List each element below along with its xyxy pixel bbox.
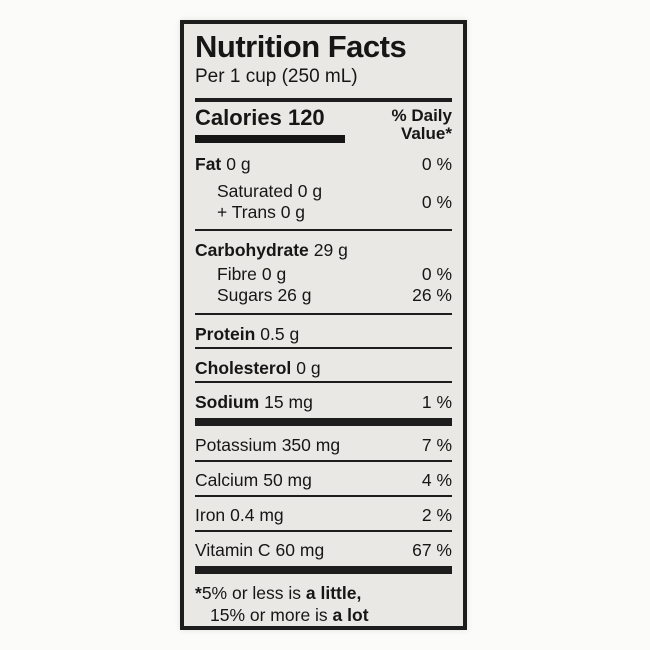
divider [195, 313, 452, 315]
iron-label: Iron 0.4 mg [195, 505, 284, 526]
footnote-line1-bold: a little, [305, 583, 362, 603]
footnote-line2-bold: a lot [332, 605, 369, 625]
sugars-name: Sugars [217, 285, 273, 305]
thick-divider [195, 566, 452, 574]
sodium-name: Sodium [195, 392, 260, 412]
protein-amount: 0.5 g [260, 324, 300, 344]
header-rule [195, 98, 452, 102]
protein-label: Protein 0.5 g [195, 324, 299, 345]
row-fibre: Fibre 0 g 0 % [195, 264, 452, 285]
calories-label: Calories [195, 105, 282, 130]
calories-section: Calories 120 % Daily Value* [195, 106, 452, 143]
calories-line: Calories 120 [195, 106, 345, 130]
divider [195, 495, 452, 497]
vitamin-c-name: Vitamin C [195, 540, 271, 560]
thick-divider [195, 418, 452, 426]
sodium-dv: 1 % [421, 392, 452, 412]
saturated-line: Saturated 0 g [217, 181, 323, 201]
row-vitamin-c: Vitamin C 60 mg 67 % [195, 540, 452, 561]
iron-amount: 0.4 mg [230, 505, 284, 525]
saturated-trans-label: Saturated 0 g + Trans 0 g [195, 181, 322, 223]
daily-value-header-line2: Value* [400, 124, 452, 143]
label-title: Nutrition Facts [195, 29, 407, 64]
daily-value-header-line1: % Daily [391, 106, 452, 125]
row-carbohydrate: Carbohydrate 29 g [195, 240, 452, 261]
calcium-label: Calcium 50 mg [195, 470, 312, 491]
vitamin-c-label: Vitamin C 60 mg [195, 540, 324, 561]
row-cholesterol: Cholesterol 0 g [195, 358, 452, 379]
row-protein: Protein 0.5 g [195, 324, 452, 345]
row-iron: Iron 0.4 mg 2 % [195, 505, 452, 526]
footnote-line2-text: 15% or more is [210, 605, 333, 625]
row-calcium: Calcium 50 mg 4 % [195, 470, 452, 491]
row-sodium: Sodium 15 mg 1 % [195, 392, 452, 413]
footnote-line2: 15% or more is a lot [195, 604, 452, 626]
divider [195, 460, 452, 462]
potassium-amount: 350 mg [281, 435, 341, 455]
potassium-dv: 7 % [421, 435, 452, 455]
sugars-amount: 26 g [277, 285, 312, 305]
calories-cell: Calories 120 [195, 106, 345, 143]
cholesterol-label: Cholesterol 0 g [195, 358, 321, 379]
sugars-dv: 26 % [412, 285, 452, 305]
sodium-label: Sodium 15 mg [195, 392, 313, 413]
carbohydrate-label: Carbohydrate 29 g [195, 240, 348, 261]
footnote-line1-text: 5% or less is [201, 583, 306, 603]
vitamin-c-amount: 60 mg [275, 540, 325, 560]
row-sugars: Sugars 26 g 26 % [195, 285, 452, 306]
iron-dv: 2 % [421, 505, 452, 525]
calories-underbar [195, 135, 345, 143]
fat-name: Fat [195, 154, 222, 174]
divider [195, 229, 452, 231]
calcium-dv: 4 % [421, 470, 452, 490]
saturated-trans-dv: 0 % [421, 191, 452, 212]
potassium-name: Potassium [195, 435, 277, 455]
carbohydrate-amount: 29 g [313, 240, 348, 260]
calcium-name: Calcium [195, 470, 259, 490]
iron-name: Iron [195, 505, 226, 525]
daily-value-footnote: *5% or less is a little, 15% or more is … [195, 582, 452, 626]
fibre-label: Fibre 0 g [217, 264, 286, 285]
footnote-asterisk: * [195, 583, 202, 603]
fat-amount: 0 g [226, 154, 251, 174]
serving-size: Per 1 cup (250 mL) [195, 66, 358, 87]
fat-dv: 0 % [421, 154, 452, 174]
carbohydrate-name: Carbohydrate [195, 240, 309, 260]
row-fat: Fat 0 g 0 % [195, 154, 452, 175]
calcium-amount: 50 mg [263, 470, 312, 490]
nutrition-facts-label: Nutrition Facts Per 1 cup (250 mL) Calor… [180, 20, 467, 630]
footnote-line1: *5% or less is a little, [195, 582, 452, 604]
sugars-label: Sugars 26 g [217, 285, 312, 306]
fibre-amount: 0 g [261, 264, 287, 284]
fibre-dv: 0 % [421, 264, 452, 284]
calories-value: 120 [287, 105, 325, 130]
sodium-amount: 15 mg [264, 392, 313, 412]
cholesterol-amount: 0 g [296, 358, 321, 378]
fibre-name: Fibre [217, 264, 257, 284]
divider [195, 347, 452, 349]
cholesterol-name: Cholesterol [195, 358, 292, 378]
row-potassium: Potassium 350 mg 7 % [195, 435, 452, 456]
potassium-label: Potassium 350 mg [195, 435, 340, 456]
protein-name: Protein [195, 324, 256, 344]
vitamin-c-dv: 67 % [412, 540, 452, 560]
fat-label: Fat 0 g [195, 154, 251, 175]
daily-value-header: % Daily Value* [392, 107, 452, 143]
divider [195, 530, 452, 532]
trans-line: + Trans 0 g [217, 202, 306, 222]
row-saturated-trans: Saturated 0 g + Trans 0 g 0 % [195, 181, 452, 223]
divider [195, 381, 452, 383]
